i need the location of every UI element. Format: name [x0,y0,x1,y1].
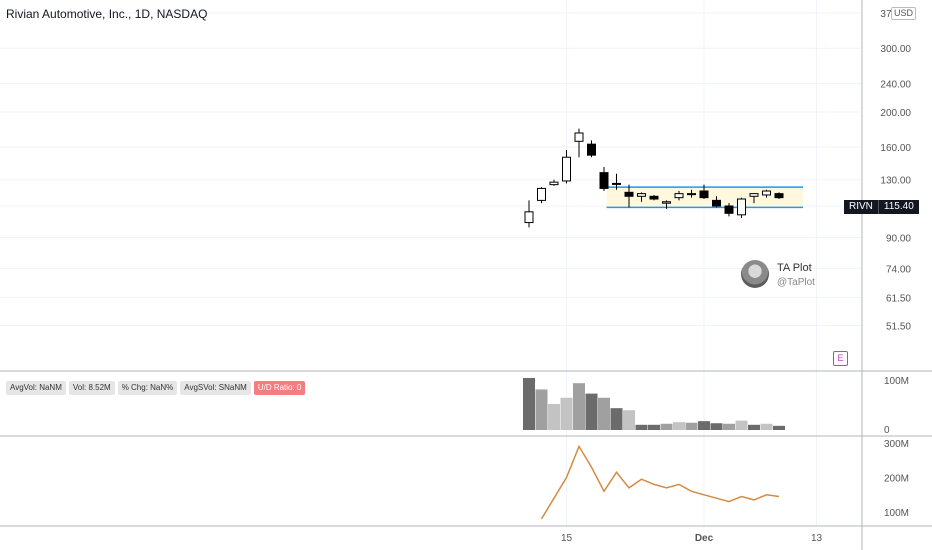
time-tick-label: 13 [811,533,823,544]
price-tick-label: 61.50 [886,293,911,304]
candle-body [624,191,634,197]
volume-bar [535,389,548,430]
pct-chg-label: % Chg: NaN% [117,381,178,395]
candle-body [574,132,584,142]
indicator-labels: AvgVol: NaNM Vol: 8.52M % Chg: NaN% AvgS… [6,381,306,395]
price-tick-label: 130.00 [880,176,911,187]
volume-bar [773,425,785,430]
candle-body [562,156,571,182]
indicator-tick-label: 300M [884,439,909,450]
grid-lines [0,0,862,526]
candle-body [524,211,534,224]
volume-bars [523,378,785,430]
volume-bar [585,393,598,430]
time-tick-label: 15 [561,533,573,544]
volume-bar [760,423,773,430]
author-handle: @TaPlot [777,277,815,288]
volume-bar [748,424,760,430]
candle-body [762,190,771,196]
candle-body [662,201,671,204]
volume-bar [698,421,710,430]
time-tick-label: Dec [695,533,714,544]
candle-body [737,198,746,216]
candle-body [549,181,559,186]
volume-bar [735,420,748,430]
candle-body [637,193,646,197]
volume-bar [723,423,735,430]
vol-label: Vol: 8.52M [68,381,115,395]
author-name: TA Plot [777,262,812,274]
volume-bar [523,378,535,430]
volume-tick-label: 0 [884,425,890,436]
volume-bar [635,424,648,430]
volume-bar [648,424,660,430]
indicator-line-path [540,444,780,520]
indicator-tick-label: 200M [884,474,909,485]
volume-bar [623,410,635,430]
volume-bar [573,383,585,430]
chart-title: Rivian Automotive, Inc., 1D, NASDAQ [6,7,208,21]
candle-body [712,199,721,207]
candle-body [699,190,709,199]
volume-bar [598,397,610,430]
avg-vol-label: AvgVol: NaNM [6,381,66,395]
ud-ratio-label: U/D Ratio: 0 [253,381,306,395]
author-avatar [741,260,769,288]
candles [524,128,784,228]
avg-dollar-vol-label: AvgSVol: SNaNM [180,381,251,395]
volume-bar [560,397,573,430]
volume-tick-label: 100M [884,376,909,387]
candle-body [649,195,659,200]
volume-bar [610,408,623,430]
candle-body [674,193,684,199]
candle-body [537,187,546,201]
price-tick-label: 160.00 [880,143,911,154]
indicator-tick-label: 100M [884,508,909,519]
indicator-line [540,444,780,520]
candle-body [749,193,759,197]
candle-body [612,182,621,185]
price-tick-label: 74.00 [886,264,911,275]
volume-bar [660,423,673,430]
price-tick-label: 51.50 [886,321,911,332]
last-price-value: 115.40 [877,200,919,214]
price-tick-label: 300.00 [880,44,911,55]
candle-body [724,205,734,214]
last-price-symbol: RIVN [849,201,873,212]
currency-button[interactable]: USD [891,7,917,20]
axis-ticks: 375.00300.00240.00200.00160.00130.00110.… [561,9,912,544]
price-tick-label: 200.00 [880,108,911,119]
candle-body [599,172,609,189]
volume-bar [685,422,698,430]
earnings-badge[interactable]: E [833,351,848,366]
volume-bar [548,404,560,430]
candle-body [774,193,784,199]
volume-bar [710,423,723,430]
price-tick-label: 90.00 [886,234,911,245]
volume-bar [673,422,685,430]
candle-body [687,193,696,196]
last-price-tag: RIVN 115.40 [844,200,919,214]
candle-body [587,143,596,156]
price-tick-label: 240.00 [880,79,911,90]
